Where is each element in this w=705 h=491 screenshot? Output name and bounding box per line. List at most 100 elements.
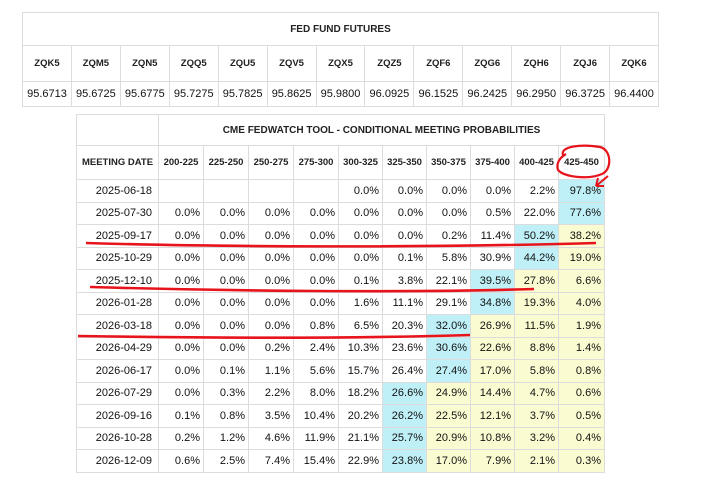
probability-cell-325-350: 26.4% [382, 359, 427, 383]
futures-symbol-zqj6: ZQJ6 [560, 45, 611, 82]
range-header-250-275: 250-275 [248, 145, 294, 180]
probability-cell-300-325: 21.1% [338, 426, 383, 450]
probability-cell-250-275: 3.5% [248, 404, 294, 428]
probability-cell-225-250 [203, 179, 249, 203]
probability-cell-425-450: 1.4% [558, 336, 605, 360]
futures-symbol-zqf6: ZQF6 [413, 45, 464, 82]
probability-cell-200-225: 0.0% [158, 246, 204, 270]
futures-symbol-zqm5: ZQM5 [70, 45, 121, 82]
probability-cell-250-275: 4.6% [248, 426, 294, 450]
futures-symbol-zqn5: ZQN5 [119, 45, 170, 82]
probability-cell-375-400: 10.8% [470, 426, 515, 450]
probability-cell-425-450: 77.6% [558, 201, 605, 225]
probability-cell-200-225: 0.1% [158, 404, 204, 428]
probability-cell-200-225: 0.0% [158, 291, 204, 315]
probability-cell-250-275: 2.2% [248, 381, 294, 405]
probability-cell-200-225 [158, 179, 204, 203]
futures-price-zqn5: 95.6775 [119, 81, 170, 107]
meeting-date-cell: 2025-06-18 [76, 179, 159, 203]
probability-cell-325-350: 20.3% [382, 314, 427, 338]
probability-cell-275-300: 0.0% [293, 291, 339, 315]
probability-cell-375-400: 17.0% [470, 359, 515, 383]
probability-cell-425-450: 4.0% [558, 291, 605, 315]
range-header-425-450: 425-450 [558, 145, 605, 180]
range-header-350-375: 350-375 [426, 145, 471, 180]
probability-cell-350-375: 29.1% [426, 291, 471, 315]
probability-cell-275-300: 0.0% [293, 246, 339, 270]
probability-cell-275-300: 0.0% [293, 269, 339, 293]
probability-cell-225-250: 0.8% [203, 404, 249, 428]
probability-cell-250-275: 0.0% [248, 246, 294, 270]
fed-fund-futures-title: FED FUND FUTURES [22, 12, 659, 46]
probability-cell-300-325: 18.2% [338, 381, 383, 405]
probability-cell-200-225: 0.0% [158, 201, 204, 225]
probability-cell-325-350: 26.2% [382, 404, 427, 428]
probability-cell-300-325: 15.7% [338, 359, 383, 383]
meeting-date-cell: 2026-04-29 [76, 336, 159, 360]
probability-cell-400-425: 22.0% [514, 201, 559, 225]
probability-cell-375-400: 34.8% [470, 291, 515, 315]
probability-cell-375-400: 26.9% [470, 314, 515, 338]
meeting-row-2026-03-18: 2026-03-18 0.0% 0.0% 0.0% 0.8% 6.5% 20.3% 32.0%… [76, 314, 605, 338]
probability-cell-425-450: 0.4% [558, 426, 605, 450]
probability-cell-250-275: 1.1% [248, 359, 294, 383]
probability-cell-350-375: 24.9% [426, 381, 471, 405]
probability-cell-375-400: 12.1% [470, 404, 515, 428]
probability-cell-250-275: 0.0% [248, 314, 294, 338]
meeting-row-2026-09-16: 2026-09-16 0.1% 0.8% 3.5% 10.4% 20.2% 26.2% 22.… [76, 404, 605, 428]
probability-cell-200-225: 0.0% [158, 336, 204, 360]
meeting-row-2025-09-17: 2025-09-17 0.0% 0.0% 0.0% 0.0% 0.0% 0.0% 0.2% 11… [76, 224, 605, 248]
meeting-date-cell: 2026-07-29 [76, 381, 159, 405]
probability-cell-425-450: 38.2% [558, 224, 605, 248]
probability-cell-350-375: 0.0% [426, 179, 471, 203]
probability-cell-325-350: 26.6% [382, 381, 427, 405]
range-header-400-425: 400-425 [514, 145, 559, 180]
probability-cell-325-350: 23.6% [382, 336, 427, 360]
probability-header-row: MEETING DATE 200-225 225-250 250-275 275-30… [76, 145, 605, 180]
probability-cell-250-275: 0.0% [248, 291, 294, 315]
futures-price-zqm5: 95.6725 [70, 81, 121, 107]
probability-cell-225-250: 0.1% [203, 359, 249, 383]
futures-price-zqk5: 95.6713 [22, 81, 72, 107]
fedwatch-probabilities-table: CME FEDWATCH TOOL - CONDITIONAL MEETING … [76, 114, 605, 473]
meeting-row-2026-07-29: 2026-07-29 0.0% 0.3% 2.2% 8.0% 18.2% 26.6% 24.9… [76, 381, 605, 405]
range-header-325-350: 325-350 [382, 145, 427, 180]
meeting-date-cell: 2025-10-29 [76, 246, 159, 270]
probability-cell-350-375: 20.9% [426, 426, 471, 450]
probability-cell-300-325: 6.5% [338, 314, 383, 338]
futures-price-zqu5: 95.7825 [217, 81, 268, 107]
probability-cell-425-450: 6.6% [558, 269, 605, 293]
probability-cell-275-300 [293, 179, 339, 203]
meeting-date-cell: 2026-10-28 [76, 426, 159, 450]
probability-cell-300-325: 22.9% [338, 449, 383, 473]
range-header-300-325: 300-325 [338, 145, 383, 180]
probability-cell-225-250: 2.5% [203, 449, 249, 473]
probability-cell-250-275: 0.0% [248, 269, 294, 293]
probability-cell-350-375: 17.0% [426, 449, 471, 473]
probability-cell-225-250: 0.0% [203, 201, 249, 225]
futures-symbol-zqz5: ZQZ5 [364, 45, 415, 82]
fed-fund-futures-table: FED FUND FUTURES ZQK5 ZQM5 ZQN5 ZQQ5 ZQU5 ZQV… [22, 12, 659, 107]
meeting-row-2025-12-10: 2025-12-10 0.0% 0.0% 0.0% 0.0% 0.1% 3.8% 22.1% 3… [76, 269, 605, 293]
probability-cell-375-400: 14.4% [470, 381, 515, 405]
probability-cell-375-400: 7.9% [470, 449, 515, 473]
meeting-date-cell: 2025-09-17 [76, 224, 159, 248]
futures-price-zqz5: 96.0925 [364, 81, 415, 107]
probability-cell-225-250: 0.0% [203, 291, 249, 315]
meeting-date-cell: 2025-07-30 [76, 201, 159, 225]
probability-cell-425-450: 19.0% [558, 246, 605, 270]
probability-cell-275-300: 0.8% [293, 314, 339, 338]
meeting-date-cell: 2025-12-10 [76, 269, 159, 293]
probability-cell-300-325: 0.0% [338, 246, 383, 270]
probability-cell-350-375: 0.2% [426, 224, 471, 248]
probability-cell-325-350: 11.1% [382, 291, 427, 315]
probability-cell-250-275: 0.0% [248, 201, 294, 225]
meeting-date-cell: 2026-01-28 [76, 291, 159, 315]
meeting-row-2025-10-29: 2025-10-29 0.0% 0.0% 0.0% 0.0% 0.0% 0.1% 5.8% 30… [76, 246, 605, 270]
futures-price-zqg6: 96.2425 [462, 81, 513, 107]
probability-cell-200-225: 0.0% [158, 269, 204, 293]
probability-cell-250-275: 0.2% [248, 336, 294, 360]
probability-cell-425-450: 97.8% [558, 179, 605, 203]
futures-symbol-row: ZQK5 ZQM5 ZQN5 ZQQ5 ZQU5 ZQV5 ZQX5 ZQZ5 ZQF6 ZQG6… [22, 45, 659, 82]
meeting-row-2026-04-29: 2026-04-29 0.0% 0.0% 0.2% 2.4% 10.3% 23.6% 30.6… [76, 336, 605, 360]
